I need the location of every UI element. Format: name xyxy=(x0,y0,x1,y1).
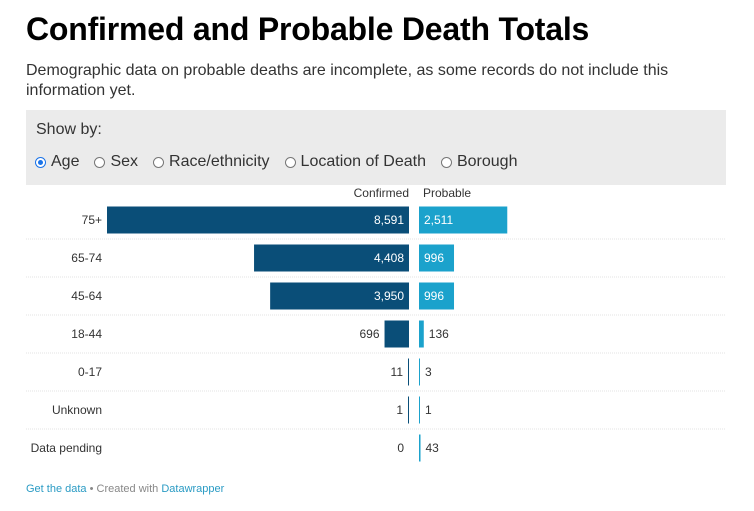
confirmed-value-label-45-64: 3,950 xyxy=(374,289,404,303)
probable-value-label-0-17: 3 xyxy=(425,365,432,379)
confirmed-value-label-18-44: 696 xyxy=(360,327,380,341)
radio-label-race-ethnicity: Race/ethnicity xyxy=(169,153,270,170)
confirmed-value-label-65-74: 4,408 xyxy=(374,251,404,265)
probable-bar-75 xyxy=(419,206,508,234)
death-totals-bar-chart: Confirmed Probable 75+ 8,591 2,511 65-74 4,408… xyxy=(26,186,726,462)
probable-value-label-data-pending: 43 xyxy=(426,441,440,455)
column-header-confirmed: Confirmed xyxy=(354,186,409,200)
probable-value-label-18-44: 136 xyxy=(429,327,449,341)
radio-age-checked-icon[interactable] xyxy=(35,156,46,168)
probable-bar-unknown xyxy=(419,396,420,424)
probable-bar-18-44 xyxy=(419,320,424,348)
category-label-18-44: 18-44 xyxy=(71,327,102,341)
category-label-data-pending: Data pending xyxy=(31,441,102,455)
radio-location-unchecked-icon[interactable] xyxy=(284,156,296,168)
probable-bar-data-pending xyxy=(419,434,421,462)
chart-title: Confirmed and Probable Death Totals xyxy=(26,11,590,47)
probable-bar-0-17 xyxy=(419,358,420,386)
radio-sex-unchecked-icon[interactable] xyxy=(94,156,106,168)
confirmed-bar-18-44 xyxy=(384,320,409,348)
radio-option-sex[interactable]: Sex xyxy=(94,153,138,171)
radio-option-location-of-death[interactable]: Location of Death xyxy=(284,153,426,171)
category-label-75: 75+ xyxy=(82,213,102,227)
radio-option-borough[interactable]: Borough xyxy=(440,153,518,171)
chart-subtitle: Demographic data on probable deaths are … xyxy=(26,62,669,99)
category-label-unknown: Unknown xyxy=(52,403,102,417)
probable-value-label-45-64: 996 xyxy=(424,289,444,303)
confirmed-bar-0-17 xyxy=(408,358,409,386)
footer-separator: • Created with xyxy=(86,483,162,495)
confirmed-bar-unknown xyxy=(408,396,409,424)
radio-label-age: Age xyxy=(51,153,80,170)
category-label-45-64: 45-64 xyxy=(71,289,102,303)
column-header-probable: Probable xyxy=(423,186,471,200)
radio-borough-unchecked-icon[interactable] xyxy=(440,156,452,168)
confirmed-bar-45-64 xyxy=(270,282,409,310)
show-by-panel: Show by: Age Sex Race/ethnicity Location… xyxy=(26,110,726,185)
probable-value-label-unknown: 1 xyxy=(425,403,432,417)
probable-bar-45-64 xyxy=(419,282,455,310)
confirmed-value-label-75: 8,591 xyxy=(374,213,404,227)
probable-value-label-75: 2,511 xyxy=(424,213,453,227)
show-by-label: Show by: xyxy=(36,121,102,138)
radio-option-age[interactable]: Age xyxy=(35,153,79,171)
radio-label-sex: Sex xyxy=(110,153,139,170)
datawrapper-link[interactable]: Datawrapper xyxy=(161,483,225,495)
probable-value-label-65-74: 996 xyxy=(424,251,444,265)
radio-race-unchecked-icon[interactable] xyxy=(153,156,165,168)
confirmed-value-label-unknown: 1 xyxy=(396,403,403,417)
probable-bar-65-74 xyxy=(419,244,455,272)
radio-option-race-ethnicity[interactable]: Race/ethnicity xyxy=(153,153,270,171)
confirmed-bar-75 xyxy=(107,206,409,234)
radio-label-borough: Borough xyxy=(456,153,518,170)
category-label-65-74: 65-74 xyxy=(71,251,102,265)
confirmed-value-label-0-17: 11 xyxy=(391,365,404,379)
get-the-data-link[interactable]: Get the data xyxy=(26,483,87,495)
radio-label-location-of-death: Location of Death xyxy=(300,153,426,170)
confirmed-value-label-data-pending: 0 xyxy=(397,441,404,455)
show-by-radio-group: Age Sex Race/ethnicity Location of Death… xyxy=(35,153,532,171)
confirmed-bar-65-74 xyxy=(254,244,409,272)
chart-footer: Get the data • Created with Datawrapper xyxy=(26,483,224,495)
category-label-0-17: 0-17 xyxy=(78,365,102,379)
